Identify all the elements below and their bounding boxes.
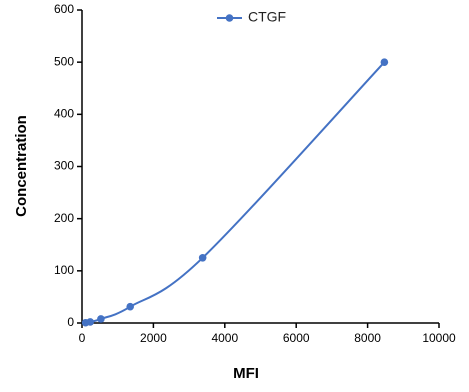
y-tick-label: 400 — [54, 107, 74, 121]
x-tick-label: 2000 — [140, 331, 167, 345]
legend-marker — [225, 14, 234, 22]
y-tick-label: 0 — [67, 315, 74, 329]
x-tick-label: 0 — [79, 331, 86, 345]
x-tick-label: 4000 — [211, 331, 238, 345]
series-line — [85, 61, 386, 324]
x-tick-label: 6000 — [283, 331, 310, 345]
point — [86, 318, 95, 326]
x-tick-label: 8000 — [354, 331, 381, 345]
point — [198, 253, 207, 262]
x-axis-title: MFI — [233, 365, 259, 382]
y-tick-label: 200 — [54, 211, 74, 225]
y-axis-title: Concentration — [13, 115, 30, 217]
x-tick-label: 10000 — [422, 331, 456, 345]
point — [380, 58, 389, 66]
legend-text: CTGF — [248, 9, 286, 25]
point — [126, 302, 134, 311]
y-tick-label: 300 — [54, 159, 74, 173]
point — [97, 315, 105, 323]
y-tick-label: 100 — [54, 263, 74, 277]
y-tick-label: 600 — [54, 2, 74, 16]
y-tick-label: 500 — [54, 54, 74, 68]
